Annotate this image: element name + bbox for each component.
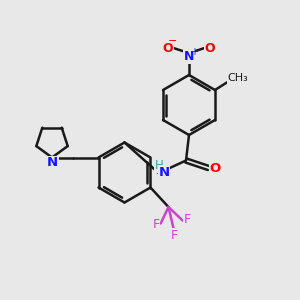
Text: F: F [184,213,190,226]
Text: F: F [153,218,160,231]
Text: +: + [190,47,198,57]
Text: N: N [47,156,58,170]
Text: N: N [184,50,194,64]
Text: O: O [205,41,215,55]
Text: CH₃: CH₃ [228,73,248,83]
Text: H: H [154,159,164,172]
Text: N: N [158,166,170,179]
Text: O: O [163,41,173,55]
Text: −: − [168,36,178,46]
Text: O: O [209,161,221,175]
Text: F: F [171,229,178,242]
